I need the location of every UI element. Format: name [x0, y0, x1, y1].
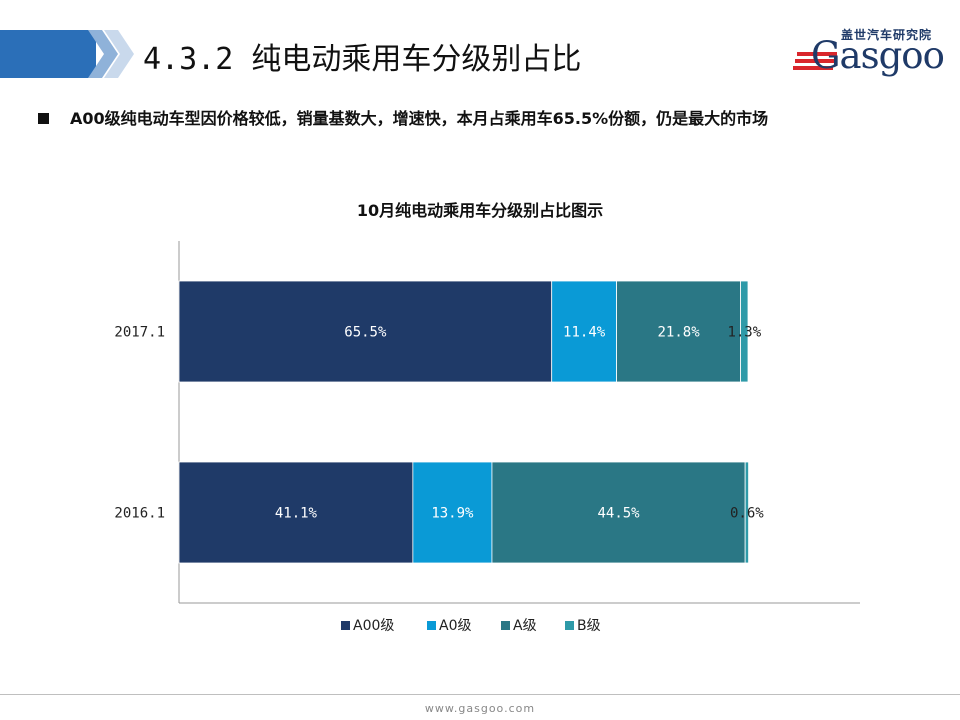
- bar-segment-2017-1-B: [740, 280, 749, 383]
- bullet-text: A00级纯电动车型因价格较低，销量基数大，增速快，本月占乘用车65.5%份额，仍…: [70, 109, 769, 128]
- logo-stripes-icon: [793, 52, 837, 70]
- legend-label-A0: A0级: [439, 618, 471, 634]
- bar-segment-2017-1-A0: [551, 280, 617, 383]
- legend-label-A00: A00级: [353, 618, 394, 634]
- stacked-bar-chart: 2017.1 65.5% 11.4% 21.8% 1.3% 2016.1 41.1% 13.9…: [114, 241, 860, 634]
- data-label-2016-1-A0: 13.9%: [431, 506, 474, 522]
- chart-title: 10月纯电动乘用车分级别占比图示: [356, 201, 604, 220]
- title-chevron-band: [0, 30, 134, 78]
- gasgoo-logo: 盖世汽车研究院 Gasgoo: [793, 22, 945, 82]
- data-label-2017-1-A: 21.8%: [658, 325, 701, 341]
- bar-segment-2017-1-A: [616, 280, 742, 383]
- bar-segment-2016-1-A0: [412, 461, 493, 564]
- footer-url: www.gasgoo.com: [424, 702, 536, 715]
- legend-swatch-A0: [427, 621, 436, 630]
- page-title: 4.3.2 纯电动乘用车分级别占比: [143, 42, 582, 77]
- legend-swatch-B: [565, 621, 574, 630]
- bar-segment-2016-1-A00: [178, 461, 414, 564]
- data-label-2017-1-B: 1.3%: [727, 325, 761, 341]
- data-label-2016-1-B: 0.6%: [730, 506, 764, 522]
- category-label-2017-1: 2017.1: [114, 325, 165, 341]
- logo-chinese-text: 盖世汽车研究院: [841, 28, 933, 42]
- data-label-2017-1-A0: 11.4%: [563, 325, 606, 341]
- bar-segment-2016-1-A: [491, 461, 746, 564]
- category-label-2016-1: 2016.1: [114, 506, 165, 522]
- legend-label-B: B级: [577, 618, 601, 634]
- data-label-2017-1-A00: 65.5%: [344, 325, 387, 341]
- data-label-2016-1-A00: 41.1%: [275, 506, 318, 522]
- legend-swatch-A: [501, 621, 510, 630]
- legend-label-A: A级: [513, 618, 537, 634]
- bar-segment-2016-1-B: [744, 461, 749, 564]
- bullet-square-icon: [38, 113, 49, 124]
- legend-swatch-A00: [341, 621, 350, 630]
- data-label-2016-1-A: 44.5%: [597, 506, 640, 522]
- logo-wordmark: Gasgoo: [811, 34, 945, 77]
- footer-divider: [0, 694, 960, 695]
